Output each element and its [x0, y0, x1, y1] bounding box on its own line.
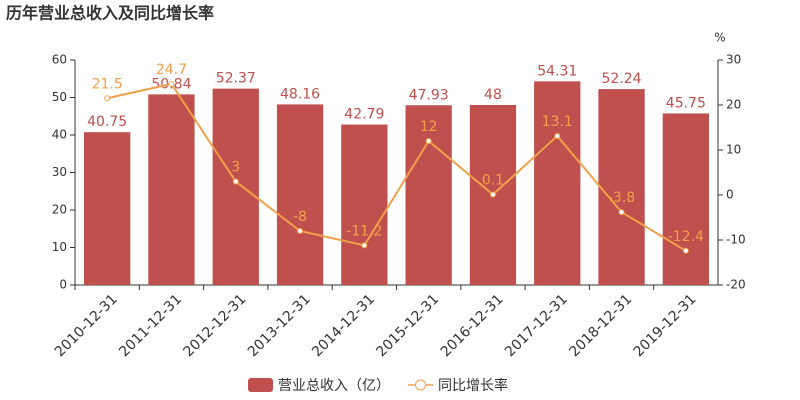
y2-tick-label: -10 [726, 233, 746, 247]
line [106, 82, 687, 252]
legend-swatch [248, 378, 273, 392]
bar-value-label: 52.37 [216, 71, 256, 87]
bar [212, 88, 259, 285]
line-value-label: 3 [231, 160, 240, 176]
line-point [361, 242, 368, 249]
bar [84, 132, 131, 285]
x-tick-label: 2018-12-31 [566, 291, 635, 360]
line-value-label: -3.8 [608, 190, 635, 206]
y-tick-label: 40 [52, 128, 67, 142]
x-tick-label: 2013-12-31 [245, 291, 314, 360]
line-point [489, 191, 496, 198]
y2-tick-label: -20 [726, 278, 746, 292]
x-tick-label: 2012-12-31 [181, 291, 250, 360]
line-value-label: -8 [293, 209, 307, 225]
bar-value-label: 45.75 [666, 95, 706, 111]
y-tick-label: 30 [52, 165, 67, 179]
bar [598, 89, 645, 285]
bar [662, 113, 709, 285]
y-tick-label: 0 [59, 278, 67, 292]
line-point [618, 209, 625, 216]
bar-value-label: 54.31 [537, 63, 577, 79]
bar-value-label: 40.75 [87, 114, 127, 130]
line-value-label: -12.4 [668, 229, 704, 245]
line-point [554, 133, 561, 140]
y2-tick-label: 10 [726, 143, 741, 157]
x-tick-label: 2014-12-31 [309, 291, 378, 360]
y2-tick-label: 20 [726, 98, 741, 112]
line-value-label: 13.1 [542, 114, 573, 130]
bar-value-label: 48.16 [280, 86, 320, 102]
line-point [297, 228, 304, 234]
x-tick-label: 2019-12-31 [631, 291, 700, 360]
bar-value-label: 47.93 [409, 87, 449, 103]
y-tick-label: 50 [52, 90, 67, 104]
y2-unit: % [714, 31, 725, 45]
y-tick-label: 20 [52, 203, 67, 217]
bar-value-label: 52.24 [602, 71, 642, 87]
line-point [425, 138, 432, 144]
x-tick-label: 2017-12-31 [502, 291, 571, 360]
chart-title: 历年营业总收入及同比增长率 [6, 4, 214, 23]
line-point [168, 80, 175, 87]
bar-value-label: 42.79 [344, 107, 384, 123]
x-tick-label: 2011-12-31 [116, 291, 185, 360]
line-point [682, 247, 689, 254]
y2-tick-label: 30 [726, 53, 741, 67]
y2-tick-label: 0 [726, 188, 734, 202]
y-tick-label: 60 [52, 53, 67, 67]
bar-value-label: 48 [484, 87, 502, 103]
line-point [232, 178, 239, 185]
y-tick-label: 10 [52, 240, 67, 254]
bar [148, 94, 195, 285]
line-value-label: 0.1 [482, 173, 504, 189]
legend-label: 营业总收入（亿） [278, 378, 390, 394]
line-value-label: 21.5 [92, 76, 123, 92]
x-tick-label: 2010-12-31 [52, 291, 121, 360]
x-tick-label: 2015-12-31 [373, 291, 442, 360]
line-value-label: 24.7 [156, 62, 187, 78]
legend-swatch [415, 379, 426, 391]
bar [405, 105, 452, 285]
line-point [104, 95, 111, 102]
x-tick-label: 2016-12-31 [438, 291, 507, 360]
line-value-label: -11.2 [346, 223, 382, 239]
bar [341, 124, 388, 285]
legend-label: 同比增长率 [438, 377, 508, 394]
line-value-label: 12 [420, 119, 438, 135]
bar [276, 104, 324, 286]
bar [534, 81, 581, 286]
